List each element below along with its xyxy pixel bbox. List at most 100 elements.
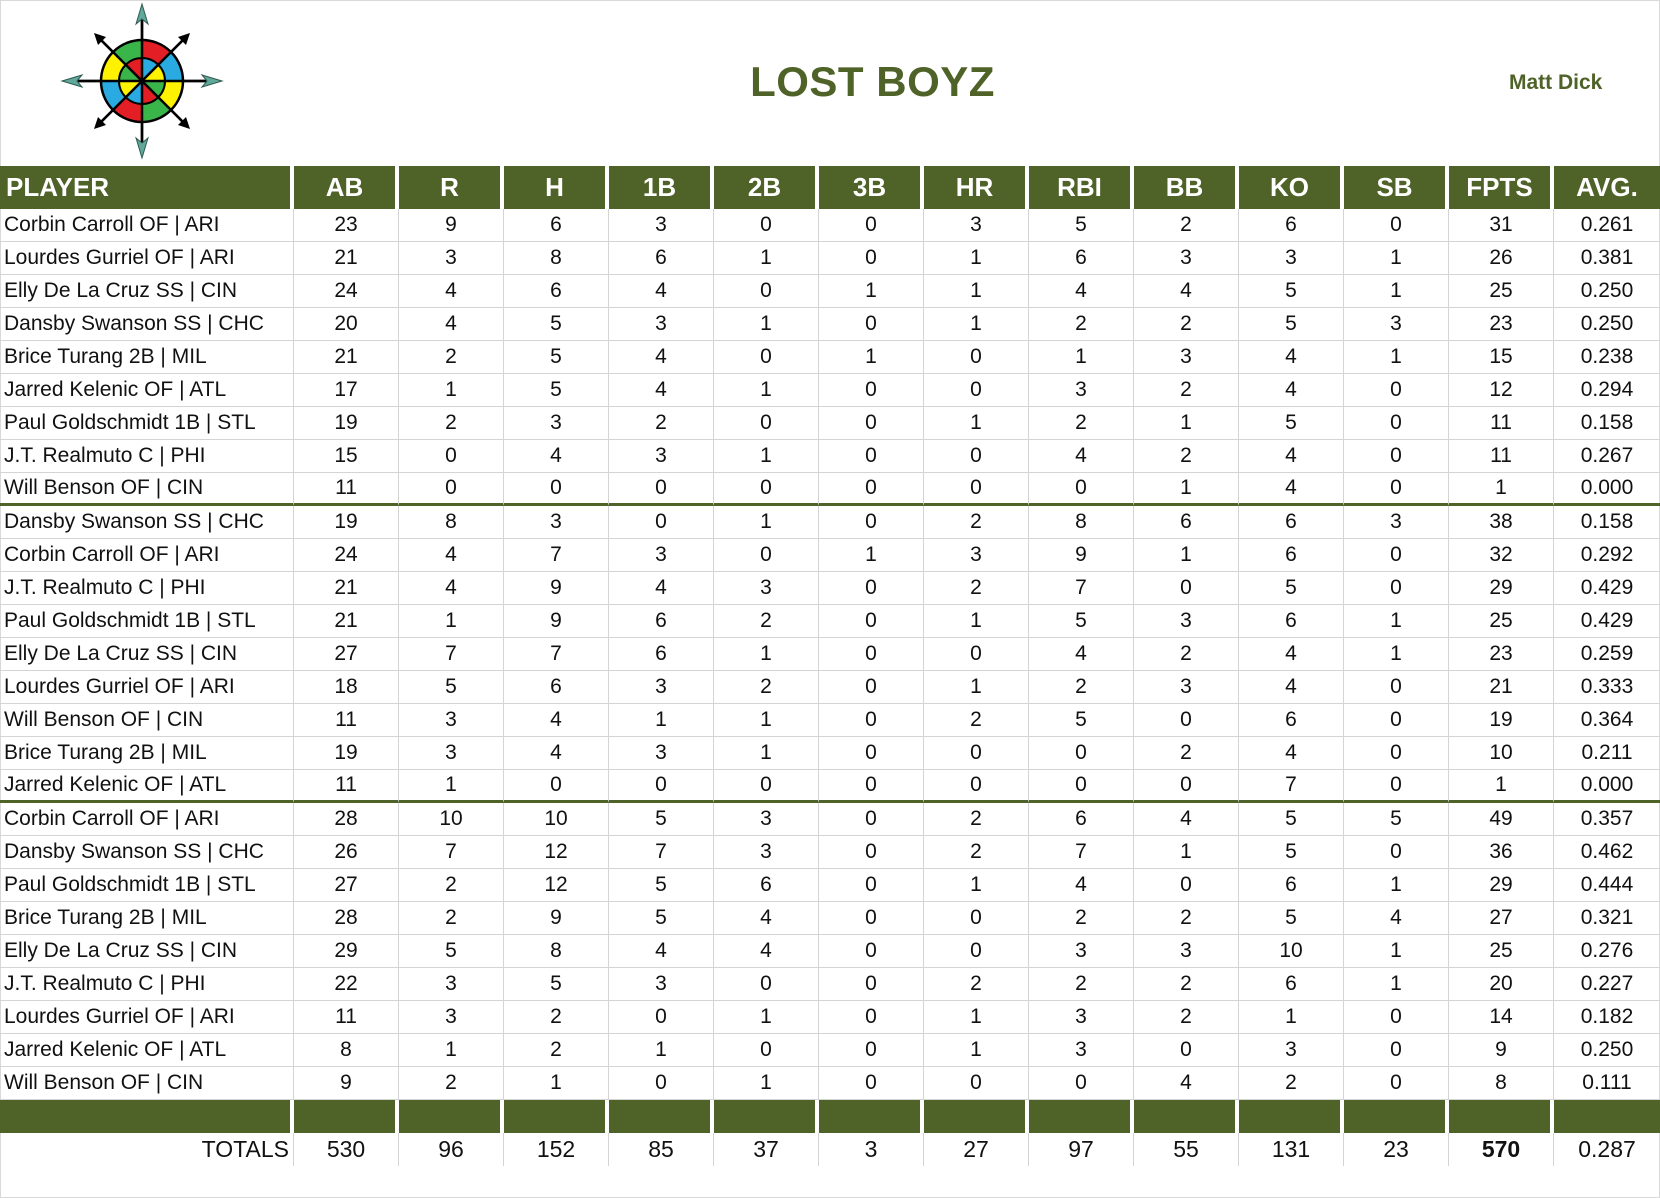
h-cell[interactable]: 4 (504, 737, 609, 770)
sb-cell[interactable]: 0 (1344, 770, 1449, 803)
ab-cell[interactable]: 21 (294, 242, 399, 275)
bb-cell[interactable]: 0 (1134, 1034, 1239, 1067)
1b-cell[interactable]: 6 (609, 605, 714, 638)
avg-cell[interactable]: 0.292 (1554, 539, 1660, 572)
ab-cell[interactable]: 28 (294, 902, 399, 935)
1b-cell[interactable]: 4 (609, 374, 714, 407)
h-cell[interactable]: 4 (504, 440, 609, 473)
r-cell[interactable]: 0 (399, 473, 504, 506)
player-name-cell[interactable]: Corbin Carroll OF | ARI (0, 539, 294, 572)
avg-cell[interactable]: 0.321 (1554, 902, 1660, 935)
sb-cell[interactable]: 3 (1344, 308, 1449, 341)
ab-cell[interactable]: 29 (294, 935, 399, 968)
player-name-cell[interactable]: Elly De La Cruz SS | CIN (0, 638, 294, 671)
h-cell[interactable]: 7 (504, 638, 609, 671)
2b-cell[interactable]: 0 (714, 770, 819, 803)
sb-cell[interactable]: 0 (1344, 1067, 1449, 1100)
ab-cell[interactable]: 17 (294, 374, 399, 407)
r-cell[interactable]: 1 (399, 770, 504, 803)
fpts-cell[interactable]: 11 (1449, 407, 1554, 440)
fpts-cell[interactable]: 26 (1449, 242, 1554, 275)
h-cell[interactable]: 2 (504, 1034, 609, 1067)
r-cell[interactable]: 9 (399, 209, 504, 242)
sb-cell[interactable]: 1 (1344, 275, 1449, 308)
avg-cell[interactable]: 0.294 (1554, 374, 1660, 407)
r-cell[interactable]: 3 (399, 704, 504, 737)
rbi-cell[interactable]: 5 (1029, 704, 1134, 737)
rbi-cell[interactable]: 9 (1029, 539, 1134, 572)
hr-cell[interactable]: 1 (924, 605, 1029, 638)
hr-cell[interactable]: 0 (924, 440, 1029, 473)
rbi-cell[interactable]: 8 (1029, 506, 1134, 539)
sb-cell[interactable]: 0 (1344, 737, 1449, 770)
3b-cell[interactable]: 0 (819, 605, 924, 638)
ko-cell[interactable]: 4 (1239, 473, 1344, 506)
2b-cell[interactable]: 1 (714, 1001, 819, 1034)
bb-cell[interactable]: 3 (1134, 242, 1239, 275)
hr-cell[interactable]: 0 (924, 737, 1029, 770)
column-header-hr[interactable]: HR (924, 166, 1029, 209)
player-name-cell[interactable]: Brice Turang 2B | MIL (0, 737, 294, 770)
column-header-r[interactable]: R (399, 166, 504, 209)
3b-cell[interactable]: 0 (819, 473, 924, 506)
2b-cell[interactable]: 1 (714, 704, 819, 737)
3b-cell[interactable]: 0 (819, 572, 924, 605)
sb-cell[interactable]: 0 (1344, 209, 1449, 242)
avg-cell[interactable]: 0.250 (1554, 275, 1660, 308)
avg-cell[interactable]: 0.158 (1554, 506, 1660, 539)
rbi-cell[interactable]: 5 (1029, 209, 1134, 242)
bb-cell[interactable]: 6 (1134, 506, 1239, 539)
player-name-cell[interactable]: Will Benson OF | CIN (0, 1067, 294, 1100)
2b-cell[interactable]: 2 (714, 605, 819, 638)
hr-cell[interactable]: 2 (924, 704, 1029, 737)
hr-cell[interactable]: 3 (924, 209, 1029, 242)
column-header-3b[interactable]: 3B (819, 166, 924, 209)
sb-cell[interactable]: 4 (1344, 902, 1449, 935)
r-cell[interactable]: 10 (399, 803, 504, 836)
sb-cell[interactable]: 1 (1344, 341, 1449, 374)
3b-cell[interactable]: 0 (819, 440, 924, 473)
ab-cell[interactable]: 8 (294, 1034, 399, 1067)
avg-cell[interactable]: 0.227 (1554, 968, 1660, 1001)
rbi-cell[interactable]: 6 (1029, 242, 1134, 275)
bb-cell[interactable]: 4 (1134, 275, 1239, 308)
2b-cell[interactable]: 4 (714, 902, 819, 935)
r-cell[interactable]: 7 (399, 638, 504, 671)
ko-cell[interactable]: 5 (1239, 407, 1344, 440)
rbi-cell[interactable]: 3 (1029, 935, 1134, 968)
column-header-avg[interactable]: AVG. (1554, 166, 1660, 209)
avg-cell[interactable]: 0.111 (1554, 1067, 1660, 1100)
2b-cell[interactable]: 1 (714, 638, 819, 671)
rbi-cell[interactable]: 2 (1029, 308, 1134, 341)
sb-cell[interactable]: 0 (1344, 473, 1449, 506)
r-cell[interactable]: 3 (399, 242, 504, 275)
ab-cell[interactable]: 26 (294, 836, 399, 869)
player-name-cell[interactable]: Brice Turang 2B | MIL (0, 902, 294, 935)
total-2b[interactable]: 37 (714, 1133, 819, 1166)
rbi-cell[interactable]: 2 (1029, 671, 1134, 704)
sb-cell[interactable]: 1 (1344, 605, 1449, 638)
2b-cell[interactable]: 0 (714, 209, 819, 242)
bb-cell[interactable]: 1 (1134, 836, 1239, 869)
r-cell[interactable]: 1 (399, 374, 504, 407)
rbi-cell[interactable]: 2 (1029, 407, 1134, 440)
hr-cell[interactable]: 0 (924, 770, 1029, 803)
player-name-cell[interactable]: Lourdes Gurriel OF | ARI (0, 671, 294, 704)
rbi-cell[interactable]: 3 (1029, 1034, 1134, 1067)
2b-cell[interactable]: 0 (714, 407, 819, 440)
2b-cell[interactable]: 0 (714, 1034, 819, 1067)
ko-cell[interactable]: 3 (1239, 1034, 1344, 1067)
bb-cell[interactable]: 3 (1134, 605, 1239, 638)
3b-cell[interactable]: 0 (819, 308, 924, 341)
sb-cell[interactable]: 1 (1344, 638, 1449, 671)
1b-cell[interactable]: 0 (609, 1067, 714, 1100)
h-cell[interactable]: 5 (504, 374, 609, 407)
ko-cell[interactable]: 6 (1239, 968, 1344, 1001)
fpts-cell[interactable]: 8 (1449, 1067, 1554, 1100)
sb-cell[interactable]: 0 (1344, 704, 1449, 737)
fpts-cell[interactable]: 12 (1449, 374, 1554, 407)
2b-cell[interactable]: 3 (714, 836, 819, 869)
avg-cell[interactable]: 0.364 (1554, 704, 1660, 737)
bb-cell[interactable]: 2 (1134, 638, 1239, 671)
ab-cell[interactable]: 21 (294, 341, 399, 374)
